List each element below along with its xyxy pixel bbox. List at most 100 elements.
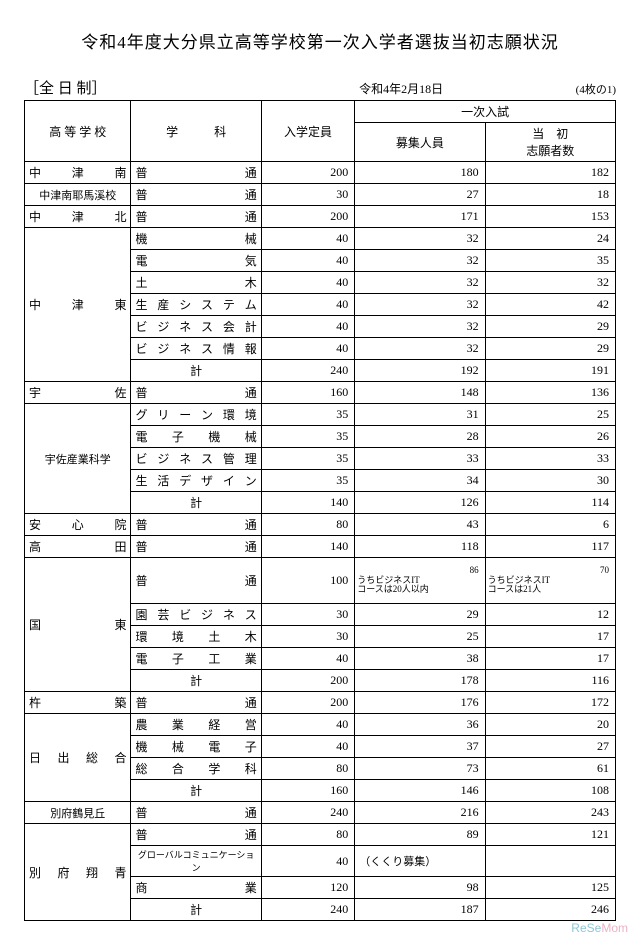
cell-capacity: 200 bbox=[261, 162, 354, 184]
cell-dept: 普 通 bbox=[131, 514, 261, 536]
cell-recruit: 34 bbox=[355, 470, 485, 492]
cell-school: 宇 佐 bbox=[25, 382, 131, 404]
cell-applicants: 35 bbox=[485, 250, 615, 272]
cell-capacity: 160 bbox=[261, 382, 354, 404]
cell-applicants: 42 bbox=[485, 294, 615, 316]
cell-dept: 普 通 bbox=[131, 184, 261, 206]
cell-school: 杵 築 bbox=[25, 692, 131, 714]
cell-dept: 機 械 bbox=[131, 228, 261, 250]
cell-recruit: 118 bbox=[355, 536, 485, 558]
cell-recruit: 180 bbox=[355, 162, 485, 184]
cell-capacity: 40 bbox=[261, 272, 354, 294]
cell-applicants: 182 bbox=[485, 162, 615, 184]
table-row: 中 津 北普 通200171153 bbox=[25, 206, 616, 228]
cell-recruit: 176 bbox=[355, 692, 485, 714]
cell-recruit: 32 bbox=[355, 272, 485, 294]
subheader: ［全 日 制］ 令和4年2月18日 (4枚の1) bbox=[24, 77, 616, 98]
cell-dept: 電 子 機 械 bbox=[131, 426, 261, 448]
cell-dept: 普 通 bbox=[131, 382, 261, 404]
cell-recruit: 29 bbox=[355, 604, 485, 626]
cell-capacity: 40 bbox=[261, 714, 354, 736]
cell-recruit: 32 bbox=[355, 250, 485, 272]
cell-applicants: 108 bbox=[485, 780, 615, 802]
th-dept: 学 科 bbox=[131, 101, 261, 162]
cell-dept: 普 通 bbox=[131, 824, 261, 846]
cell-dept: グ リ ー ン 環 境 bbox=[131, 404, 261, 426]
cell-recruit: 98 bbox=[355, 877, 485, 899]
cell-applicants: 116 bbox=[485, 670, 615, 692]
cell-school: 中 津 北 bbox=[25, 206, 131, 228]
cell-dept: 普 通 bbox=[131, 558, 261, 604]
cell-dept: 計 bbox=[131, 780, 261, 802]
cell-recruit: 32 bbox=[355, 338, 485, 360]
cell-applicants: 20 bbox=[485, 714, 615, 736]
cell-applicants: 30 bbox=[485, 470, 615, 492]
cell-capacity: 200 bbox=[261, 670, 354, 692]
cell-recruit: 187 bbox=[355, 899, 485, 921]
table-row: 国 東普 通10086うちビジネスITコースは20人以内70うちビジネスITコー… bbox=[25, 558, 616, 604]
cell-applicants: 117 bbox=[485, 536, 615, 558]
cell-recruit: 89 bbox=[355, 824, 485, 846]
cell-recruit: （くくり募集） bbox=[355, 846, 485, 877]
table-row: 高 田普 通140118117 bbox=[25, 536, 616, 558]
cell-dept: 環 境 土 木 bbox=[131, 626, 261, 648]
cell-applicants bbox=[485, 846, 615, 877]
cell-recruit: 27 bbox=[355, 184, 485, 206]
cell-applicants: 25 bbox=[485, 404, 615, 426]
cell-capacity: 40 bbox=[261, 338, 354, 360]
cell-capacity: 200 bbox=[261, 206, 354, 228]
cell-applicants: 29 bbox=[485, 316, 615, 338]
section-label: ［全 日 制］ bbox=[24, 77, 107, 98]
cell-recruit: 148 bbox=[355, 382, 485, 404]
table-row: 宇 佐普 通160148136 bbox=[25, 382, 616, 404]
cell-applicants: 26 bbox=[485, 426, 615, 448]
cell-applicants: 18 bbox=[485, 184, 615, 206]
cell-dept: 土 木 bbox=[131, 272, 261, 294]
cell-capacity: 80 bbox=[261, 514, 354, 536]
cell-dept: ビ ジ ネ ス 会 計 bbox=[131, 316, 261, 338]
page-number: (4枚の1) bbox=[576, 81, 616, 97]
cell-dept: グローバルコミュニケーション bbox=[131, 846, 261, 877]
cell-capacity: 240 bbox=[261, 360, 354, 382]
cell-recruit: 216 bbox=[355, 802, 485, 824]
cell-recruit: 86うちビジネスITコースは20人以内 bbox=[355, 558, 485, 604]
cell-applicants: 17 bbox=[485, 648, 615, 670]
cell-capacity: 30 bbox=[261, 184, 354, 206]
cell-capacity: 40 bbox=[261, 736, 354, 758]
table-row: 別 府 翔 青普 通8089121 bbox=[25, 824, 616, 846]
cell-dept: 計 bbox=[131, 492, 261, 514]
cell-recruit: 43 bbox=[355, 514, 485, 536]
cell-applicants: 61 bbox=[485, 758, 615, 780]
cell-dept: 計 bbox=[131, 670, 261, 692]
cell-applicants: 70うちビジネスITコースは21人 bbox=[485, 558, 615, 604]
cell-capacity: 30 bbox=[261, 626, 354, 648]
cell-applicants: 17 bbox=[485, 626, 615, 648]
cell-applicants: 191 bbox=[485, 360, 615, 382]
th-capacity: 入学定員 bbox=[261, 101, 354, 162]
cell-recruit: 28 bbox=[355, 426, 485, 448]
cell-dept: 生 産 シ ス テ ム bbox=[131, 294, 261, 316]
cell-dept: 生 活 デ ザ イ ン bbox=[131, 470, 261, 492]
cell-capacity: 240 bbox=[261, 802, 354, 824]
cell-school: 国 東 bbox=[25, 558, 131, 692]
table-row: 別府鶴見丘普 通240216243 bbox=[25, 802, 616, 824]
cell-capacity: 40 bbox=[261, 228, 354, 250]
cell-capacity: 80 bbox=[261, 824, 354, 846]
cell-recruit: 126 bbox=[355, 492, 485, 514]
cell-capacity: 35 bbox=[261, 470, 354, 492]
cell-school: 中津南耶馬溪校 bbox=[25, 184, 131, 206]
date-label: 令和4年2月18日 bbox=[107, 80, 576, 97]
cell-school: 宇佐産業科学 bbox=[25, 404, 131, 514]
cell-capacity: 160 bbox=[261, 780, 354, 802]
cell-school: 中 津 南 bbox=[25, 162, 131, 184]
cell-applicants: 32 bbox=[485, 272, 615, 294]
cell-capacity: 140 bbox=[261, 536, 354, 558]
cell-recruit: 37 bbox=[355, 736, 485, 758]
table-row: 中津南耶馬溪校普 通302718 bbox=[25, 184, 616, 206]
cell-applicants: 114 bbox=[485, 492, 615, 514]
table-row: 中 津 南普 通200180182 bbox=[25, 162, 616, 184]
cell-recruit: 31 bbox=[355, 404, 485, 426]
cell-applicants: 6 bbox=[485, 514, 615, 536]
cell-school: 別府鶴見丘 bbox=[25, 802, 131, 824]
cell-capacity: 80 bbox=[261, 758, 354, 780]
